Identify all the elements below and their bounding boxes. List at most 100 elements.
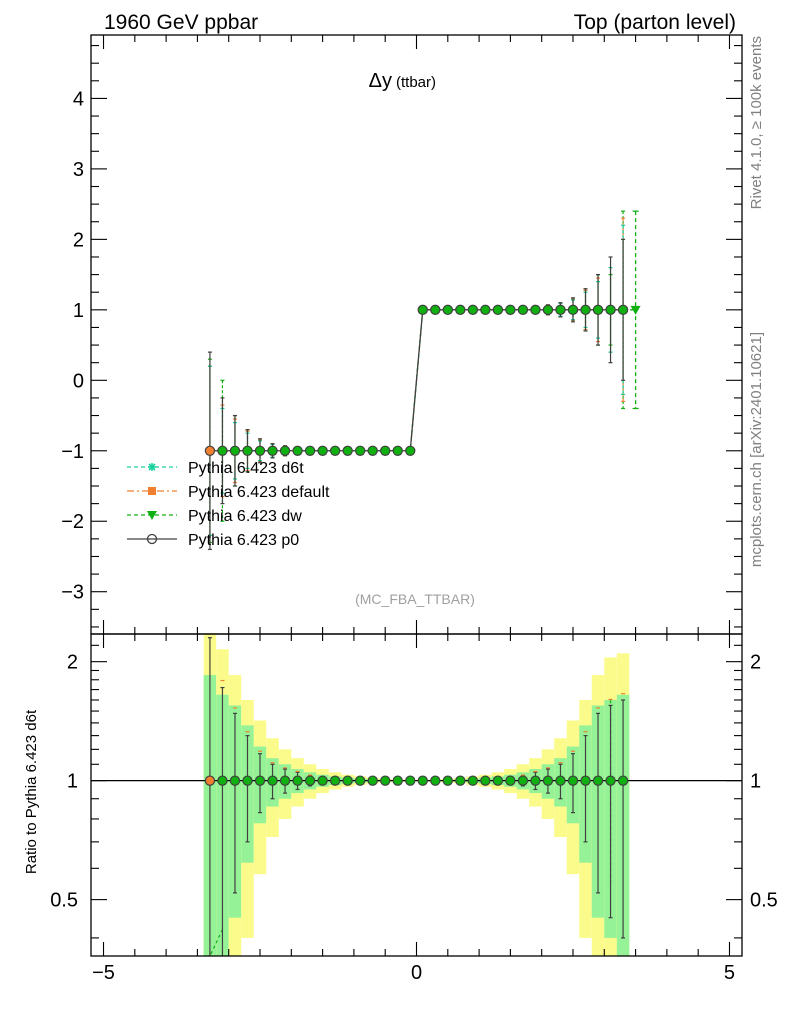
data-point bbox=[217, 445, 228, 456]
data-point bbox=[392, 445, 403, 456]
data-point bbox=[292, 445, 303, 456]
ratio-data-point bbox=[279, 775, 291, 786]
data-point bbox=[417, 304, 428, 316]
main-plot-series bbox=[204, 210, 641, 551]
ratio-data-point bbox=[467, 775, 479, 786]
legend-marker-circle bbox=[146, 533, 158, 545]
ratio-data-point bbox=[617, 775, 629, 786]
ratio-data-point bbox=[455, 775, 466, 786]
data-point bbox=[492, 304, 504, 316]
ratio-uncertainty-bands bbox=[203, 634, 630, 956]
ratio-data-point bbox=[254, 775, 266, 786]
ratio-data-point bbox=[229, 775, 241, 786]
ratio-data-point bbox=[480, 775, 491, 786]
data-point bbox=[542, 304, 554, 316]
data-point bbox=[229, 445, 241, 456]
data-point bbox=[354, 445, 366, 456]
data-point bbox=[204, 445, 216, 456]
x-tick-label: 5 bbox=[724, 962, 735, 984]
plot-title: Δy (ttbar) bbox=[369, 70, 436, 92]
data-point bbox=[317, 445, 328, 456]
data-point-dw-extra bbox=[630, 305, 641, 315]
data-point bbox=[267, 445, 278, 456]
y-tick-label: 0 bbox=[73, 370, 84, 392]
ratio-y-tick-label-right: 2 bbox=[750, 652, 761, 674]
y-tick-label: 4 bbox=[73, 88, 84, 110]
x-tick-label: 0 bbox=[411, 962, 422, 984]
data-point bbox=[367, 445, 378, 456]
legend-label-p0: Pythia 6.423 p0 bbox=[188, 532, 299, 549]
data-point bbox=[342, 445, 353, 456]
data-point bbox=[517, 304, 529, 316]
analysis-watermark: (MC_FBA_TTBAR) bbox=[355, 591, 475, 607]
side-label-mcplots: mcplots.cern.ch [arXiv:2401.10621] bbox=[748, 332, 765, 567]
data-point bbox=[242, 445, 253, 456]
ratio-data-point bbox=[329, 775, 341, 786]
data-point bbox=[405, 445, 416, 456]
y-tick-label: 1 bbox=[73, 300, 84, 322]
data-point bbox=[505, 304, 516, 316]
side-label-rivet: Rivet 4.1.0, ≥ 100k events bbox=[748, 36, 765, 209]
header-left-title: 1960 GeV ppbar bbox=[104, 11, 258, 34]
ratio-y-axis-label: Ratio to Pythia 6.423 d6t bbox=[23, 709, 40, 874]
plot-title-symbol: Δy bbox=[369, 70, 392, 92]
data-point bbox=[530, 304, 541, 316]
series-line-p0 bbox=[209, 309, 624, 452]
ratio-data-point bbox=[505, 775, 516, 786]
data-point bbox=[304, 445, 316, 456]
ratio-data-point bbox=[392, 775, 403, 786]
data-point bbox=[329, 445, 341, 456]
legend-label-default: Pythia 6.423 default bbox=[188, 484, 330, 501]
data-point bbox=[254, 445, 266, 456]
ratio-data-point bbox=[342, 775, 353, 786]
ratio-y-tick-label-right: 1 bbox=[750, 771, 761, 793]
y-tick-label: −3 bbox=[61, 582, 84, 604]
ratio-data-point bbox=[605, 775, 616, 786]
ratio-y-tick-label-left: 0.5 bbox=[50, 890, 78, 912]
y-tick-label: 2 bbox=[73, 229, 84, 251]
data-point bbox=[617, 304, 629, 316]
ratio-data-point bbox=[380, 775, 391, 786]
ratio-data-point bbox=[267, 775, 278, 786]
data-point bbox=[555, 304, 566, 316]
header-right-title: Top (parton level) bbox=[574, 11, 736, 34]
data-point bbox=[467, 304, 479, 316]
ratio-data-point bbox=[542, 775, 554, 786]
legend: Pythia 6.423 d6t Pythia 6.423 default Pyth… bbox=[127, 460, 330, 549]
ratio-data-point bbox=[442, 775, 453, 786]
ratio-data-point bbox=[517, 775, 529, 786]
ratio-data-point bbox=[492, 775, 504, 786]
x-tick-label: −5 bbox=[92, 962, 115, 984]
ratio-data-point bbox=[555, 775, 566, 786]
ratio-data-point bbox=[217, 775, 228, 786]
ratio-data-point bbox=[317, 775, 328, 786]
ratio-data-point bbox=[304, 775, 316, 786]
axes: −5 0 5 −3 −2 −1 0 1 2 3 4 0.5 0.5 1 1 2 2 bbox=[50, 34, 778, 984]
ratio-y-tick-label-right: 0.5 bbox=[750, 890, 778, 912]
ratio-line-dw-edge bbox=[209, 929, 223, 957]
legend-marker-star bbox=[148, 463, 156, 471]
legend-marker-square bbox=[148, 487, 156, 495]
ratio-data-point bbox=[567, 775, 579, 786]
data-point bbox=[442, 304, 453, 316]
ratio-data-point bbox=[242, 775, 253, 786]
data-point bbox=[605, 304, 616, 316]
ratio-data-point bbox=[354, 775, 366, 786]
legend-marker-triangle bbox=[147, 511, 157, 520]
data-point bbox=[380, 445, 391, 456]
ratio-data-point bbox=[417, 775, 428, 786]
ratio-data-point bbox=[592, 775, 604, 786]
ratio-data-point bbox=[430, 775, 441, 786]
ratio-y-tick-label-left: 2 bbox=[67, 652, 78, 674]
legend-label-d6t: Pythia 6.423 d6t bbox=[188, 460, 304, 477]
ratio-plot-series bbox=[91, 637, 742, 957]
data-point bbox=[279, 445, 291, 456]
data-point bbox=[592, 304, 604, 316]
data-point bbox=[580, 304, 591, 316]
ratio-data-point bbox=[580, 775, 591, 786]
y-tick-label: −2 bbox=[61, 511, 84, 533]
ratio-data-point bbox=[292, 775, 303, 786]
y-tick-label: −1 bbox=[61, 441, 84, 463]
ratio-data-point bbox=[530, 775, 541, 786]
